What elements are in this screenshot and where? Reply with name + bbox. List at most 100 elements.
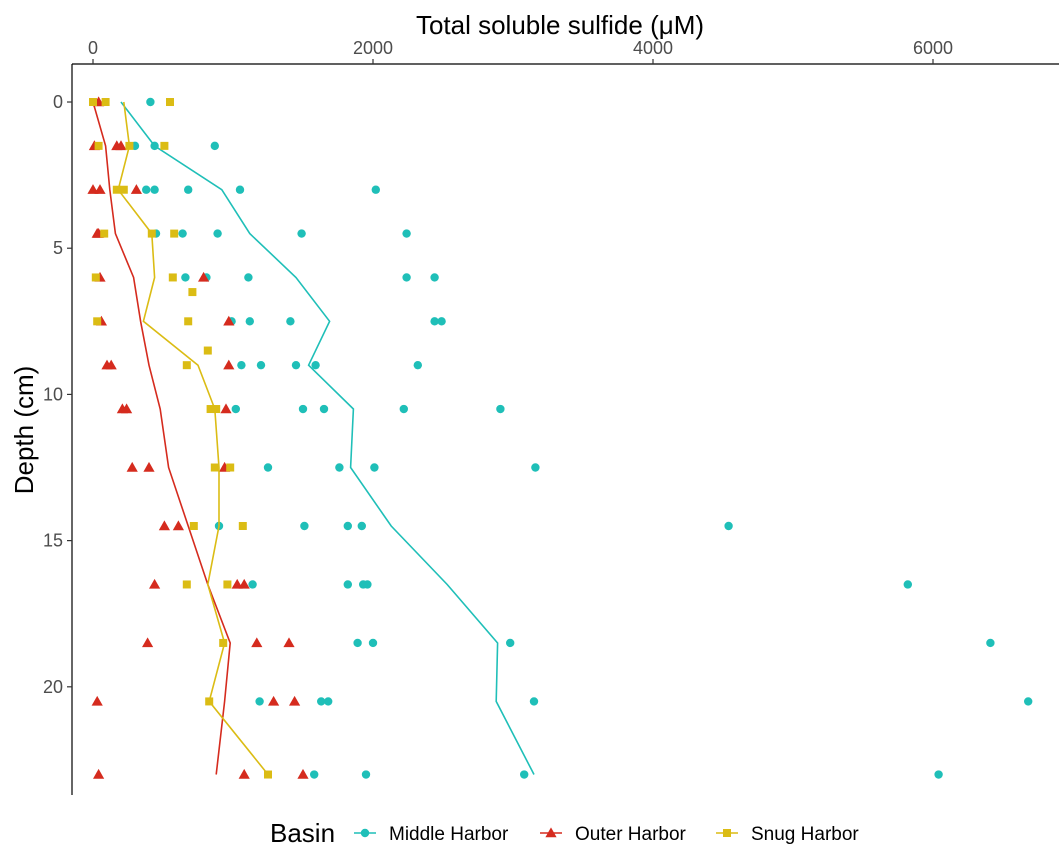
- legend-label: Middle Harbor: [389, 824, 509, 845]
- snug-harbor-point-18: [206, 405, 215, 414]
- y-tick-label-1: 5: [53, 238, 63, 258]
- outer-harbor-point-22: [158, 520, 170, 531]
- snug-harbor-point-19: [212, 405, 221, 414]
- legend-key-marker: [723, 829, 731, 837]
- middle-harbor-point-10: [402, 229, 411, 238]
- middle-harbor-point-51: [353, 638, 362, 648]
- middle-harbor-point-47: [248, 580, 257, 589]
- snug-harbor-point-11: [91, 273, 100, 282]
- middle-harbor-point-24: [413, 360, 422, 370]
- snug-harbor-point-14: [93, 317, 102, 326]
- outer-harbor-point-3: [115, 140, 127, 151]
- snug-harbor-point-16: [203, 346, 212, 355]
- middle-harbor-point-37: [263, 463, 273, 472]
- middle-harbor-point-27: [256, 360, 266, 370]
- middle-harbor-point-25: [311, 360, 320, 370]
- snug-harbor-point-13: [188, 288, 197, 297]
- snug-harbor-point-24: [182, 580, 191, 589]
- outer-harbor-point-5: [94, 184, 106, 194]
- legend-item-outer-harbor: Outer Harbor: [540, 824, 687, 845]
- outer-harbor-point-6: [130, 184, 142, 194]
- snug-harbor-point-28: [264, 770, 272, 779]
- outer-harbor-point-29: [283, 637, 295, 648]
- outer-harbor-point-28: [251, 637, 263, 648]
- y-tick-label-0: 0: [53, 92, 63, 112]
- middle-harbor-point-12: [178, 229, 187, 238]
- middle-harbor-mean-line: [120, 101, 535, 775]
- middle-harbor-point-32: [298, 404, 308, 414]
- middle-harbor-point-22: [245, 317, 254, 326]
- middle-harbor-point-48: [986, 638, 995, 648]
- snug-harbor-point-21: [226, 463, 235, 472]
- y-axis-title: Depth (cm): [9, 366, 39, 495]
- middle-harbor-point-0: [146, 97, 155, 107]
- outer-harbor-point-10: [198, 271, 210, 282]
- outer-harbor-point-32: [289, 695, 301, 706]
- legend-label: Snug Harbor: [751, 824, 859, 845]
- middle-harbor-point-17: [181, 273, 190, 282]
- middle-harbor-point-60: [310, 770, 319, 779]
- middle-harbor-point-54: [324, 697, 333, 706]
- outer-harbor-mean-line: [92, 101, 232, 775]
- outer-harbor-point-34: [238, 768, 250, 779]
- snug-harbor-point-8: [147, 229, 156, 238]
- legend-title: Basin: [270, 818, 335, 845]
- snug-harbor-point-2: [166, 98, 174, 107]
- snug-harbor-point-9: [100, 229, 109, 238]
- middle-harbor-point-56: [255, 697, 264, 706]
- outer-harbor-point-27: [142, 637, 154, 648]
- middle-harbor-point-52: [1023, 697, 1033, 706]
- snug-harbor-mean-line: [117, 101, 269, 776]
- legend-label: Outer Harbor: [575, 824, 687, 845]
- outer-harbor-point-24: [238, 578, 250, 589]
- snug-harbor-point-3: [94, 141, 103, 150]
- outer-harbor-point-19: [126, 461, 138, 472]
- middle-harbor-point-34: [531, 463, 540, 472]
- middle-harbor-point-8: [142, 185, 151, 194]
- outer-harbor-point-17: [121, 403, 133, 414]
- x-tick-label-1: 2000: [353, 38, 393, 58]
- middle-harbor-point-19: [437, 317, 446, 326]
- series-middle-harbor: [120, 97, 1033, 779]
- middle-harbor-point-53: [529, 697, 539, 706]
- series-outer-harbor: [87, 96, 309, 779]
- middle-harbor-point-43: [903, 580, 912, 589]
- snug-harbor-point-15: [184, 317, 193, 326]
- middle-harbor-point-49: [506, 638, 515, 648]
- y-tick-label-3: 15: [43, 531, 63, 551]
- series-snug-harbor: [89, 98, 272, 779]
- x-tick-label-3: 6000: [913, 38, 953, 58]
- snug-harbor-point-23: [238, 521, 247, 530]
- x-axis-title: Total soluble sulfide (μM): [416, 10, 704, 40]
- middle-harbor-point-50: [368, 638, 378, 648]
- middle-harbor-point-14: [430, 273, 439, 282]
- middle-harbor-point-28: [237, 360, 246, 370]
- outer-harbor-point-23: [172, 520, 184, 531]
- middle-harbor-point-2: [150, 141, 159, 151]
- snug-harbor-point-26: [219, 638, 228, 647]
- outer-harbor-point-31: [268, 695, 280, 706]
- middle-harbor-point-15: [402, 273, 411, 282]
- outer-harbor-point-15: [223, 359, 235, 370]
- outer-harbor-point-30: [91, 695, 103, 706]
- outer-harbor-point-8: [91, 227, 103, 238]
- snug-harbor-point-7: [119, 185, 128, 194]
- snug-harbor-point-25: [223, 580, 232, 589]
- middle-harbor-point-33: [231, 404, 240, 414]
- middle-harbor-point-20: [430, 317, 439, 326]
- snug-harbor-point-22: [189, 521, 198, 530]
- snug-harbor-point-0: [89, 98, 97, 107]
- legend-key-marker: [360, 828, 370, 838]
- axes: 0 2000 4000 6000 0 5 10 15 20: [43, 38, 1059, 795]
- legend-item-middle-harbor: Middle Harbor: [354, 824, 509, 845]
- snug-harbor-point-6: [112, 185, 121, 194]
- x-tick-label-0: 0: [88, 38, 98, 58]
- middle-harbor-point-59: [361, 770, 371, 779]
- middle-harbor-point-21: [286, 317, 295, 326]
- legend: Basin Middle Harbor Outer Harbor Snug Harbo…: [270, 818, 859, 845]
- middle-harbor-point-58: [520, 770, 529, 779]
- middle-harbor-point-38: [724, 521, 733, 531]
- middle-harbor-point-36: [335, 463, 344, 472]
- snug-harbor-point-17: [182, 361, 191, 370]
